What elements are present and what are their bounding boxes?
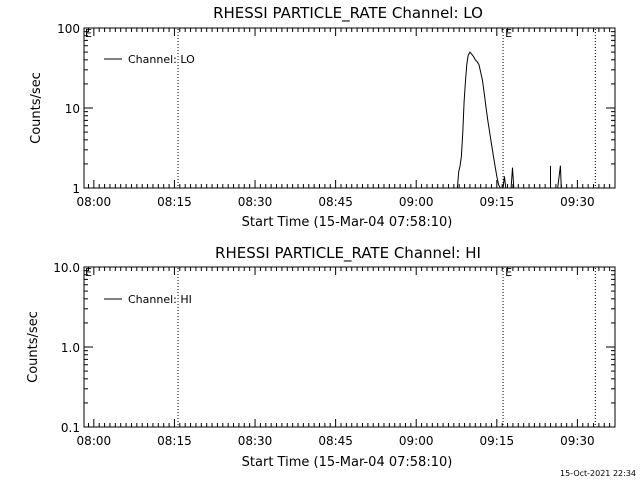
- x-tick-label: 08:00: [77, 195, 112, 209]
- event-marker-label: E: [505, 266, 512, 279]
- event-marker-label: E: [85, 266, 92, 279]
- series-line: [557, 165, 562, 189]
- y-axis-label: Counts/sec: [29, 72, 44, 144]
- x-axis-label: Start Time (15-Mar-04 07:58:10): [242, 455, 453, 470]
- y-tick-label: 100: [57, 22, 80, 36]
- y-tick-label: 10.0: [53, 261, 80, 275]
- x-tick-label: 08:15: [157, 195, 192, 209]
- y-tick-label: 1.0: [61, 341, 80, 355]
- x-tick-label: 08:00: [77, 434, 112, 448]
- x-tick-label: 09:15: [480, 434, 515, 448]
- y-tick-label: 1: [72, 182, 80, 196]
- plot-frame: [83, 27, 616, 189]
- x-tick-label: 09:00: [399, 195, 434, 209]
- legend-label: Channel: LO: [128, 53, 195, 66]
- chart-panel-lo: RHESSI PARTICLE_RATE Channel: LO 08:00 08…: [29, 4, 616, 230]
- series-line: [510, 167, 515, 189]
- x-tick-label: 08:45: [318, 434, 353, 448]
- series-line: [456, 51, 501, 189]
- event-marker-label: E: [85, 27, 92, 40]
- legend-label: Channel: HI: [128, 293, 192, 306]
- footer-timestamp: 15-Oct-2021 22:34: [560, 469, 636, 478]
- x-tick-label: 09:30: [560, 434, 595, 448]
- x-tick-label: 09:30: [560, 195, 595, 209]
- series-line: [502, 176, 507, 189]
- x-tick-label: 08:15: [157, 434, 192, 448]
- event-marker-label: E: [505, 27, 512, 40]
- x-tick-label: 08:30: [238, 434, 273, 448]
- x-tick-label: 09:15: [480, 195, 515, 209]
- chart-title: RHESSI PARTICLE_RATE Channel: LO: [213, 4, 483, 23]
- x-axis-label: Start Time (15-Mar-04 07:58:10): [242, 215, 453, 230]
- y-tick-label: 10: [65, 102, 80, 116]
- y-tick-label: 0.1: [61, 421, 80, 435]
- x-tick-label: 09:00: [399, 434, 434, 448]
- plot-area: 08:00 08:15 08:30 08:45 09:00 09:15 09:30 0.1 1.…: [53, 261, 616, 448]
- x-tick-label: 08:45: [318, 195, 353, 209]
- chart-panel-hi: RHESSI PARTICLE_RATE Channel: HI 08:00 08…: [26, 244, 616, 470]
- chart-title: RHESSI PARTICLE_RATE Channel: HI: [215, 244, 481, 263]
- plot-area: 08:00 08:15 08:30 08:45 09:00 09:15 09:30 1 10 10…: [57, 22, 616, 209]
- y-axis-label: Counts/sec: [26, 311, 41, 383]
- plot-frame: [83, 266, 616, 428]
- x-tick-label: 08:30: [238, 195, 273, 209]
